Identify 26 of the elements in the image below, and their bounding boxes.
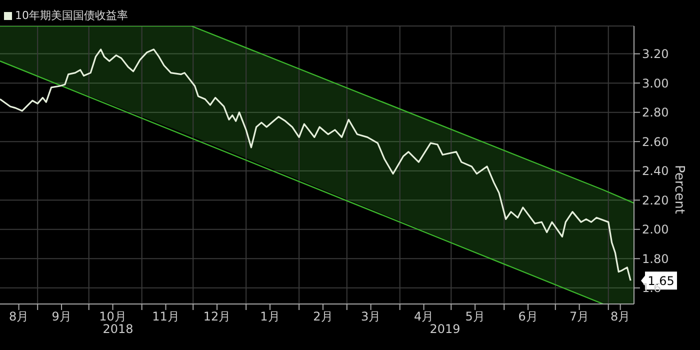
y-tick-label: 2.40 <box>642 164 669 178</box>
y-tick-label: 3.20 <box>642 47 669 62</box>
x-tick-label: 7月 <box>569 310 590 324</box>
x-tick-label: 8月 <box>610 310 630 324</box>
x-tick-label: 9月 <box>52 310 72 324</box>
y-tick-label: 3.00 <box>642 76 669 90</box>
y-tick-label: 2.20 <box>642 193 669 208</box>
y-axis-title: Percent <box>671 165 686 214</box>
y-tick-label: 1.80 <box>642 252 669 266</box>
legend-label: 10年期美国国债收益率 <box>15 8 128 23</box>
text: 2018 <box>102 322 134 336</box>
x-tick-label: 10月 <box>99 310 126 324</box>
x-tick-label: 6月 <box>518 310 538 324</box>
y-tick-label: 2.00 <box>642 222 669 237</box>
x-tick-label: 11月 <box>152 310 180 324</box>
y-tick-label: 2.60 <box>642 134 669 149</box>
y-tick-label: 2.80 <box>642 106 669 120</box>
x-tick-label: 8月 <box>8 310 29 324</box>
x-tick-label: 12月 <box>203 310 231 324</box>
x-tick-label: 5月 <box>465 310 485 324</box>
line-series <box>0 48 632 282</box>
text: 2019 <box>430 322 460 336</box>
x-tick-label: 1月 <box>260 310 280 324</box>
x-tick-label: 3月 <box>361 310 381 324</box>
x-tick-label: 2月 <box>313 310 333 324</box>
x-tick-label: 4月 <box>414 310 434 324</box>
